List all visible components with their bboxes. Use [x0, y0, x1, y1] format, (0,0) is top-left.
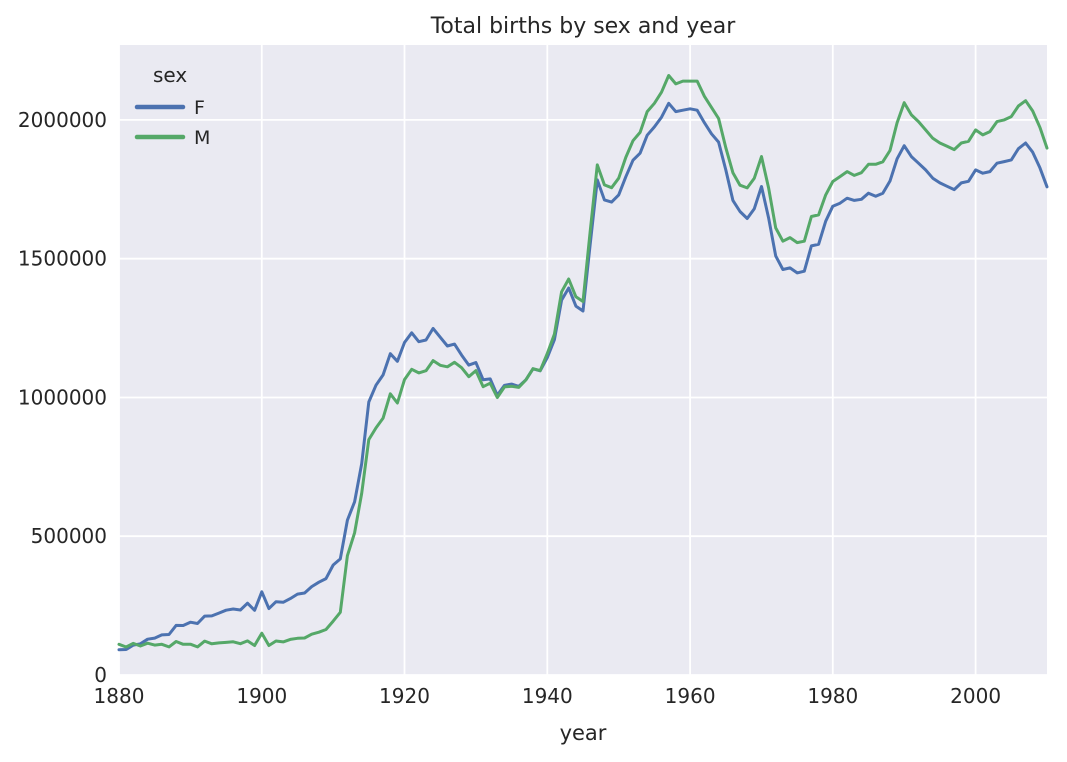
legend: sex F M: [134, 63, 210, 149]
series-line-F: [117, 101, 1049, 652]
series-line-M: [117, 74, 1049, 649]
y-tick-labels: 0 500000 1000000 1500000 2000000: [18, 108, 107, 687]
legend-label-f: F: [194, 97, 205, 119]
x-tick-label-1940: 1940: [522, 684, 573, 708]
y-tick-label-1000000: 1000000: [18, 386, 107, 410]
x-tick-label-1920: 1920: [379, 684, 430, 708]
x-tick-label-2000: 2000: [950, 684, 1001, 708]
gridlines: [118, 45, 1047, 676]
x-tick-labels: 1880 1900 1920 1940 1960 1980 2000: [94, 684, 1002, 708]
y-tick-label-2000000: 2000000: [18, 108, 107, 132]
x-tick-label-1960: 1960: [665, 684, 716, 708]
y-tick-label-500000: 500000: [31, 524, 107, 548]
x-tick-label-1900: 1900: [236, 684, 287, 708]
chart-title: Total births by sex and year: [430, 14, 737, 39]
data-series: [117, 74, 1049, 652]
y-tick-label-0: 0: [94, 663, 107, 687]
y-tick-label-1500000: 1500000: [18, 247, 107, 271]
x-tick-label-1980: 1980: [807, 684, 858, 708]
legend-title: sex: [153, 63, 187, 87]
plot-area: [119, 45, 1047, 675]
x-axis-label: year: [560, 721, 607, 745]
legend-label-m: M: [194, 127, 210, 149]
x-tick-label-1880: 1880: [94, 684, 145, 708]
